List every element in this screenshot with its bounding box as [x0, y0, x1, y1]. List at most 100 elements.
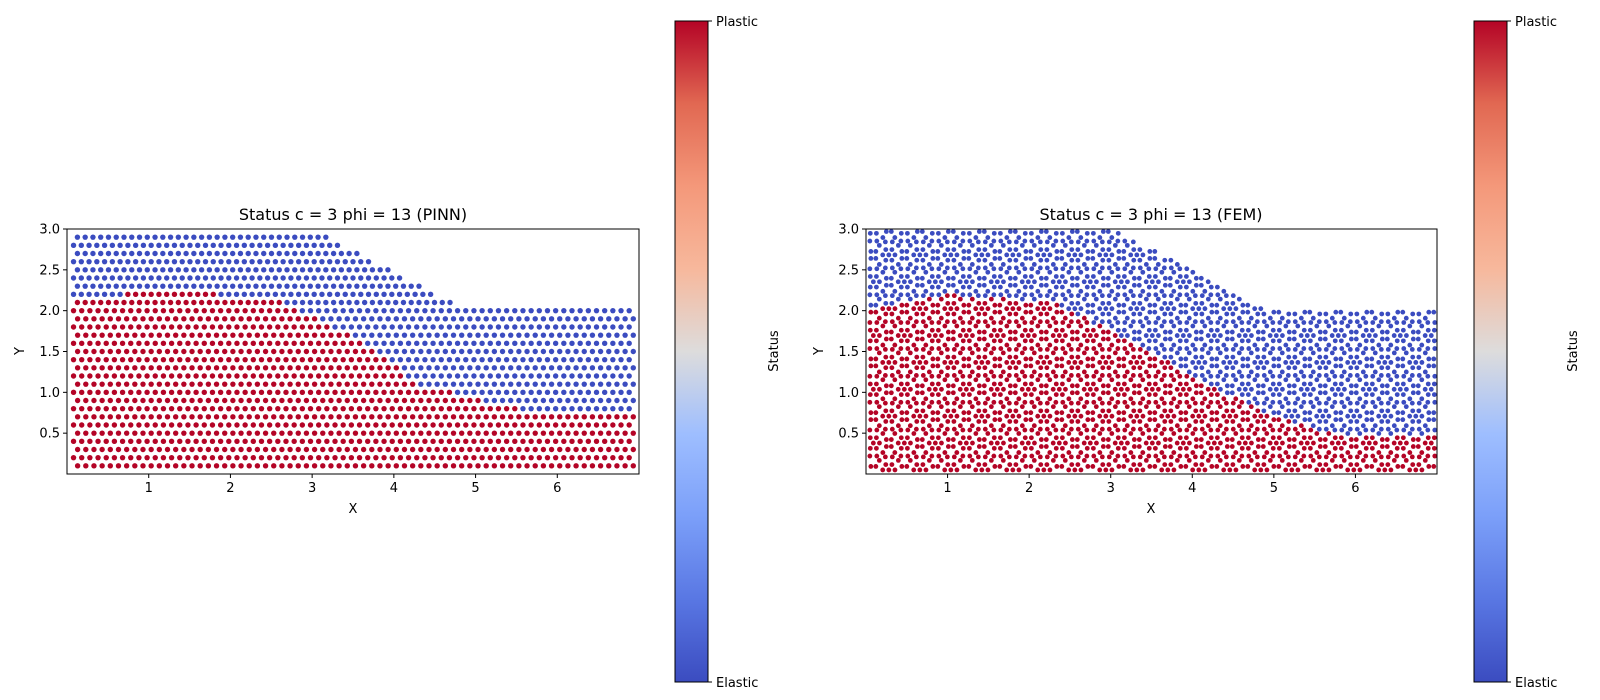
point-elastic: [1054, 255, 1060, 261]
point-elastic: [914, 275, 920, 281]
point-plastic: [975, 319, 981, 325]
point-elastic: [191, 234, 197, 240]
point-plastic: [1124, 457, 1130, 463]
point-plastic: [905, 320, 911, 325]
point-elastic: [985, 235, 991, 240]
point-elastic: [1270, 346, 1276, 351]
point-elastic: [1419, 431, 1425, 436]
point-plastic: [262, 414, 269, 420]
point-elastic: [988, 262, 994, 267]
point-plastic: [1248, 404, 1254, 410]
point-elastic: [483, 332, 489, 338]
point-plastic: [83, 316, 89, 322]
point-plastic: [573, 446, 579, 453]
point-elastic: [1136, 329, 1142, 335]
point-elastic: [136, 250, 143, 257]
point-elastic: [1373, 333, 1378, 338]
point-elastic: [1301, 373, 1307, 379]
point-plastic: [1193, 408, 1199, 414]
point-elastic: [381, 340, 387, 347]
point-plastic: [254, 348, 261, 355]
point-plastic: [913, 373, 919, 378]
point-plastic: [1159, 360, 1165, 365]
point-elastic: [350, 291, 356, 298]
point-plastic: [389, 438, 395, 445]
point-elastic: [1178, 309, 1184, 315]
point-elastic: [1422, 369, 1428, 375]
point-elastic: [1245, 363, 1251, 369]
point-plastic: [87, 324, 93, 330]
point-elastic: [1295, 377, 1301, 383]
point-elastic: [997, 255, 1003, 261]
point-plastic: [573, 463, 579, 469]
point-plastic: [201, 422, 207, 428]
point-elastic: [105, 283, 112, 289]
point-elastic: [487, 340, 493, 347]
point-elastic: [1180, 333, 1186, 338]
point-plastic: [951, 454, 957, 460]
point-elastic: [1183, 309, 1189, 315]
point-plastic: [140, 381, 146, 387]
point-plastic: [82, 299, 88, 306]
point-plastic: [919, 437, 925, 442]
point-plastic: [1146, 381, 1152, 387]
point-plastic: [997, 363, 1003, 369]
point-plastic: [315, 454, 322, 461]
point-plastic: [140, 463, 146, 469]
point-plastic: [1044, 426, 1050, 432]
point-plastic: [438, 389, 444, 396]
point-plastic: [1022, 320, 1028, 325]
point-elastic: [585, 307, 592, 314]
point-plastic: [95, 373, 101, 379]
point-elastic: [963, 279, 969, 285]
point-elastic: [1364, 410, 1370, 416]
point-elastic: [1310, 404, 1316, 410]
point-elastic: [229, 267, 236, 273]
point-plastic: [1264, 450, 1270, 455]
point-elastic: [105, 234, 112, 240]
point-plastic: [1004, 342, 1010, 348]
point-elastic: [1270, 381, 1276, 387]
point-elastic: [1354, 400, 1360, 406]
point-plastic: [945, 408, 951, 414]
point-elastic: [491, 348, 498, 355]
point-plastic: [352, 381, 359, 387]
point-elastic: [1090, 255, 1096, 261]
point-plastic: [123, 397, 130, 404]
point-elastic: [991, 284, 997, 290]
point-elastic: [1078, 235, 1084, 240]
point-plastic: [1252, 413, 1258, 419]
point-elastic: [1223, 373, 1229, 378]
point-elastic: [880, 269, 886, 275]
point-plastic: [874, 373, 880, 379]
point-elastic: [975, 293, 981, 299]
point-plastic: [880, 377, 886, 383]
point-plastic: [867, 392, 873, 397]
point-plastic: [1016, 377, 1022, 383]
point-elastic: [895, 262, 901, 267]
point-plastic: [1124, 350, 1130, 356]
point-plastic: [1053, 392, 1059, 397]
point-elastic: [198, 250, 205, 257]
point-plastic: [1100, 329, 1106, 335]
point-plastic: [1072, 467, 1078, 473]
point-plastic: [914, 444, 920, 449]
point-plastic: [311, 446, 318, 453]
point-elastic: [426, 381, 432, 387]
point-elastic: [70, 291, 77, 298]
point-elastic: [1233, 323, 1239, 329]
point-plastic: [1280, 440, 1285, 446]
point-elastic: [1261, 365, 1267, 371]
point-plastic: [948, 306, 954, 312]
point-elastic: [508, 316, 514, 322]
point-plastic: [1044, 454, 1050, 460]
point-plastic: [512, 422, 518, 428]
point-plastic: [234, 422, 240, 428]
point-plastic: [70, 405, 77, 412]
point-plastic: [373, 422, 379, 428]
point-plastic: [957, 350, 963, 356]
point-plastic: [475, 397, 481, 404]
point-elastic: [1202, 377, 1208, 383]
point-plastic: [503, 454, 510, 461]
